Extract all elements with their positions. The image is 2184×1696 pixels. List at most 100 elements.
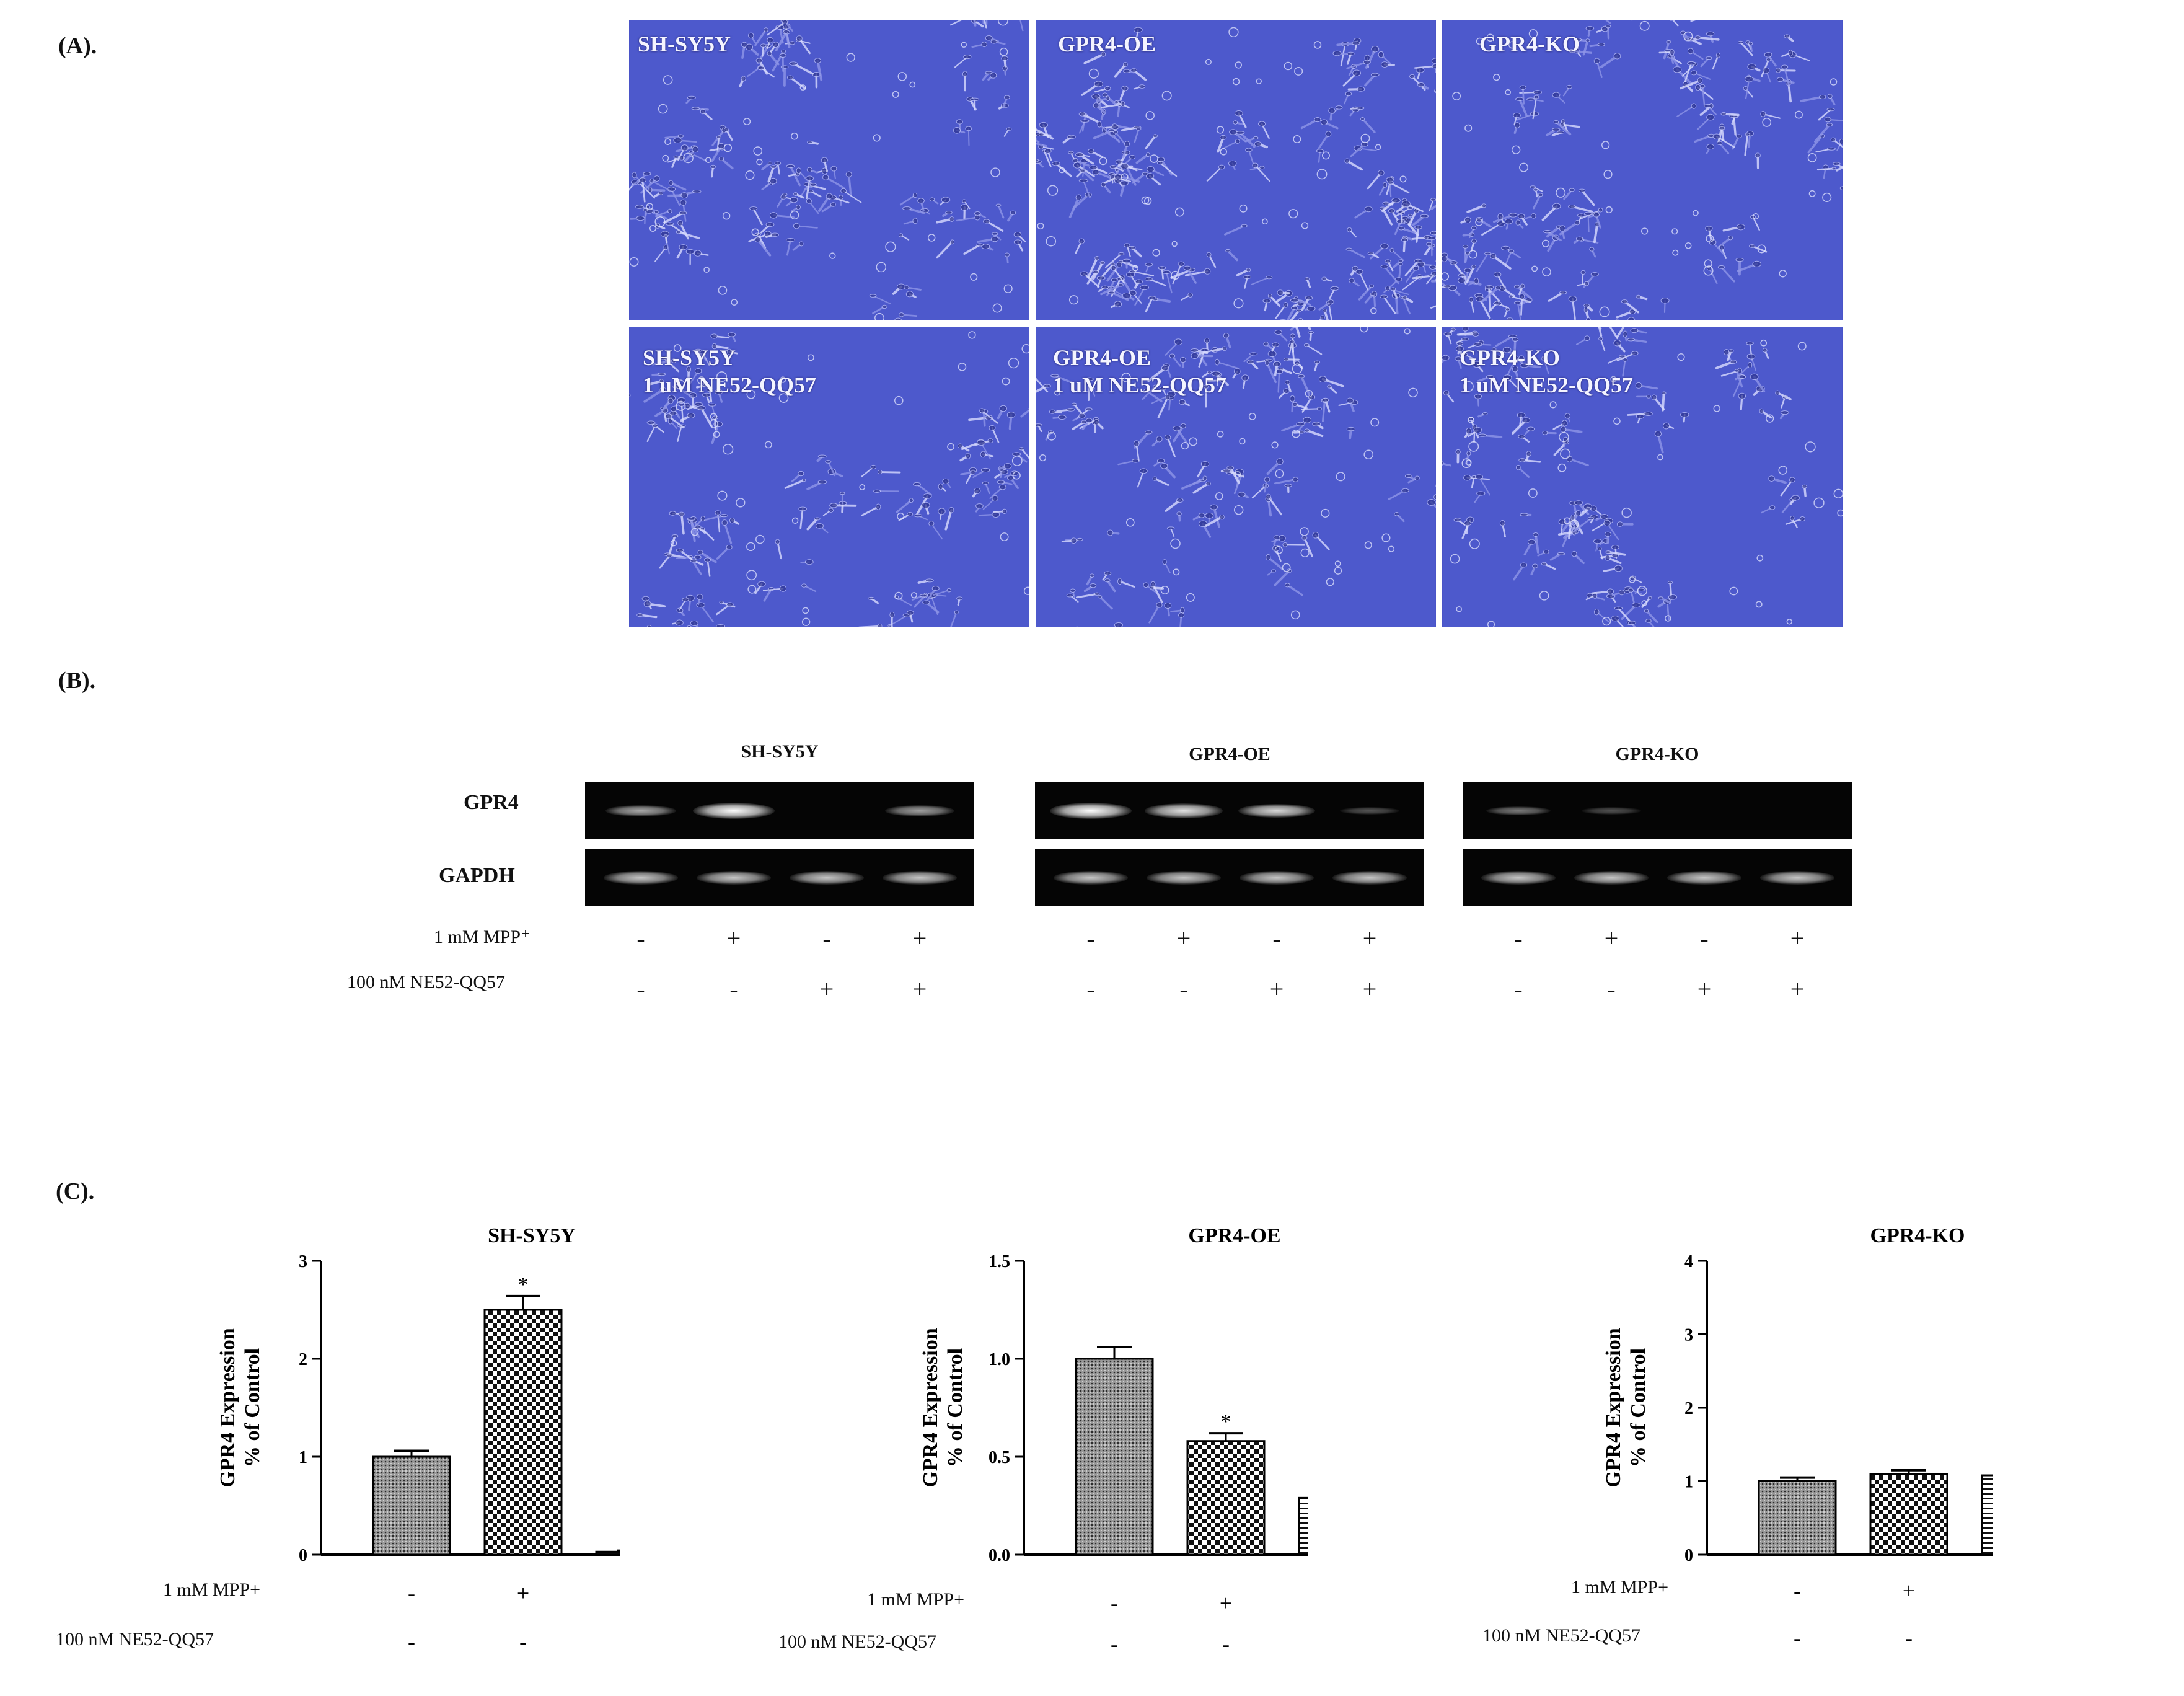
y-axis-label-line2: % of Control <box>944 1348 967 1467</box>
cell-texture <box>1442 327 1843 627</box>
y-tick-label: 4 <box>1684 1252 1693 1271</box>
micrograph-sh-sy5y-ne52: SH-SY5Y 1 uM NE52-QQ57 <box>627 325 1031 629</box>
ne52-sign: - <box>1222 1632 1230 1656</box>
gel-strip-gpr4 <box>1463 782 1852 839</box>
cell-texture <box>1036 20 1436 320</box>
y-tick-label: 1.5 <box>989 1252 1010 1271</box>
chart-title: GPR4-OE <box>1188 1224 1280 1247</box>
chart-condition-ne52: 100 nM NE52-QQ57 <box>56 1629 214 1650</box>
gel-group-title: GPR4-OE <box>1189 744 1270 764</box>
gel-band <box>604 871 678 885</box>
panel-b-label: (B). <box>58 668 96 694</box>
gel-sign-mpp: + <box>912 924 927 952</box>
chart-condition-mpp: 1 mM MPP+ <box>1571 1577 1668 1597</box>
micrograph-gpr4-ko-ne52: GPR4-KO 1 uM NE52-QQ57 <box>1440 325 1844 629</box>
y-axis-label-line2: % of Control <box>241 1348 264 1467</box>
micrograph-gpr4-ko: GPR4-KO <box>1440 19 1844 322</box>
gel-strip-gpr4 <box>585 782 974 839</box>
micrograph-sh-sy5y: SH-SY5Y <box>627 19 1031 322</box>
bar <box>1981 1474 1993 1556</box>
significance-star: * <box>1221 1410 1231 1433</box>
gel-sign-ne52: - <box>636 975 645 1003</box>
gel-sign-mpp: + <box>1362 924 1377 952</box>
y-tick-label: 0.5 <box>989 1448 1010 1467</box>
gel-row-label-gpr4: GPR4 <box>464 791 519 814</box>
chart-condition-ne52: 100 nM NE52-QQ57 <box>1482 1625 1640 1646</box>
cell-texture <box>629 20 1029 320</box>
ne52-sign: - <box>1905 1625 1913 1650</box>
y-tick-label: 1 <box>1684 1473 1693 1492</box>
y-tick-label: 3 <box>1684 1326 1693 1345</box>
gel-band <box>1050 803 1132 819</box>
mpp-sign: + <box>517 1581 529 1605</box>
micrograph-gpr4-oe: GPR4-OE <box>1034 19 1438 322</box>
gel-band <box>1240 871 1314 885</box>
chart-title: SH-SY5Y <box>488 1224 576 1247</box>
chart-condition-mpp: 1 mM MPP+ <box>867 1589 964 1610</box>
micrograph-label: GPR4-OE <box>1058 32 1156 56</box>
gel-group-title: SH-SY5Y <box>741 741 819 762</box>
gel-band <box>693 803 775 819</box>
bar <box>1186 1440 1266 1556</box>
micrograph-label: SH-SY5Y <box>643 345 736 370</box>
gel-band <box>1054 871 1128 885</box>
mpp-sign: - <box>1794 1578 1801 1603</box>
bar-chart-2: GPR4-KO GPR4 Expression% of Control 0 1 2 3 4 -… <box>1602 1224 1993 1650</box>
gel-strip-gapdh <box>1035 849 1424 906</box>
gel-sign-mpp: - <box>1514 924 1523 952</box>
mpp-sign: - <box>408 1581 415 1605</box>
y-tick-label: 2 <box>299 1350 307 1369</box>
gel-sign-ne52: - <box>1514 975 1523 1003</box>
micrograph-label: GPR4-KO <box>1460 345 1560 370</box>
bar <box>372 1455 451 1556</box>
gel-sign-ne52: + <box>819 975 834 1003</box>
gel-band <box>1486 806 1551 816</box>
gel-band <box>1760 871 1834 885</box>
significance-star: * <box>518 1273 529 1296</box>
gel-band <box>1332 871 1407 885</box>
y-tick-label: 0.0 <box>989 1546 1010 1565</box>
panel-a-label: (A). <box>58 33 97 59</box>
gel-sign-ne52: + <box>1269 975 1284 1003</box>
gel-band <box>1582 807 1641 815</box>
micrograph-sublabel: 1 uM NE52-QQ57 <box>643 373 817 397</box>
y-tick-label: 0 <box>1684 1546 1693 1565</box>
micrograph-sublabel: 1 uM NE52-QQ57 <box>1460 373 1634 397</box>
gel-sign-mpp: + <box>1604 924 1619 952</box>
chart-condition-ne52: 100 nM NE52-QQ57 <box>778 1632 936 1652</box>
bar <box>1298 1496 1308 1556</box>
gel-sign-mpp: - <box>636 924 645 952</box>
gel-sign-ne52: + <box>1697 975 1712 1003</box>
bar-chart-0: SH-SY5Y GPR4 Expression% of Control 0 1 2 3 - -… <box>216 1224 620 1654</box>
y-tick-label: 1.0 <box>989 1350 1010 1369</box>
mpp-sign: + <box>1903 1578 1915 1603</box>
gel-condition-ne52: 100 nM NE52-QQ57 <box>347 972 505 992</box>
gel-band <box>1145 803 1223 818</box>
y-axis-label: GPR4 Expression <box>216 1328 239 1487</box>
gel-band <box>1147 871 1221 885</box>
y-tick-label: 3 <box>299 1252 307 1271</box>
chart-title: GPR4-KO <box>1870 1224 1965 1247</box>
chart-condition-mpp: 1 mM MPP+ <box>163 1579 260 1600</box>
gel-band <box>605 805 676 817</box>
gel-band <box>885 805 954 816</box>
y-tick-label: 1 <box>299 1448 307 1467</box>
ne52-sign: - <box>1111 1632 1118 1656</box>
gel-sign-ne52: + <box>1362 975 1377 1003</box>
gel-condition-mpp: 1 mM MPP⁺ <box>434 927 531 947</box>
gel-sign-ne52: + <box>912 975 927 1003</box>
gel-strip-gapdh <box>1463 849 1852 906</box>
gel-group-title: GPR4-KO <box>1615 744 1699 764</box>
ne52-sign: - <box>1794 1625 1801 1650</box>
mpp-sign: + <box>1220 1591 1232 1615</box>
micrograph-label: SH-SY5Y <box>638 32 731 56</box>
micrograph-label: GPR4-KO <box>1479 32 1580 56</box>
gel-band <box>1481 871 1556 885</box>
gel-row-label-gapdh: GAPDH <box>439 864 515 887</box>
gel-band <box>1238 803 1315 818</box>
ne52-sign: - <box>408 1629 415 1654</box>
cell-texture <box>1036 327 1436 627</box>
gel-sign-mpp: + <box>1176 924 1191 952</box>
bar-chart-1: GPR4-OE GPR4 Expression% of Control 0.0 0.5… <box>919 1224 1308 1656</box>
gel-band <box>883 871 957 885</box>
